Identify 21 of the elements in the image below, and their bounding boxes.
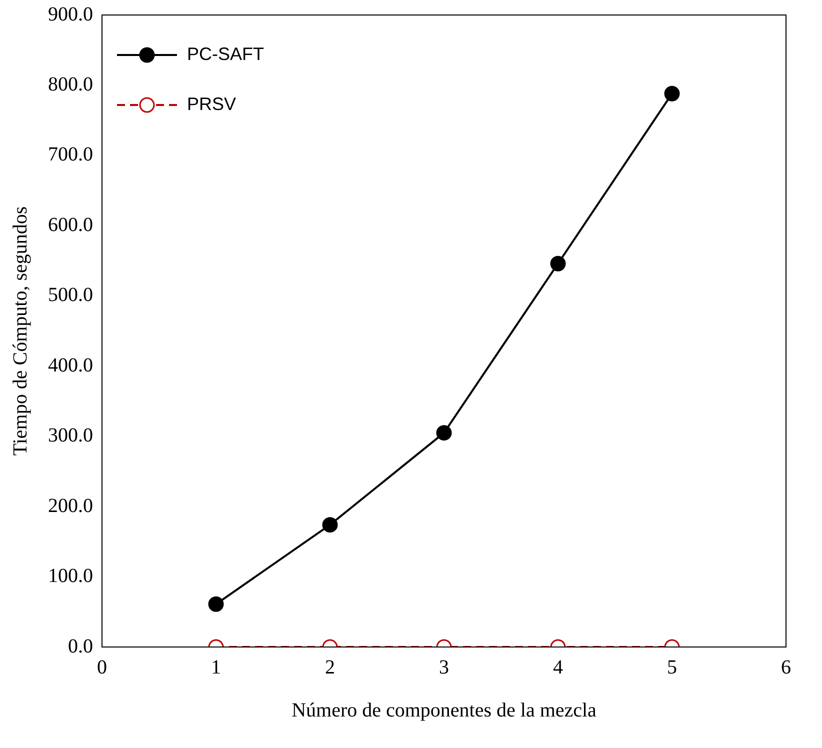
y-tick-label: 300.0 (48, 424, 93, 447)
y-tick-label: 200.0 (48, 494, 93, 517)
legend-label: PC-SAFT (187, 44, 264, 64)
legend-label: PRSV (187, 94, 236, 114)
y-tick-label: 500.0 (48, 284, 93, 306)
x-tick-label: 0 (97, 656, 107, 678)
x-axis-title: Número de componentes de la mezcla (292, 699, 597, 722)
x-tick-label: 5 (667, 656, 677, 678)
x-tick-label: 4 (553, 656, 563, 678)
y-tick-label: 100.0 (48, 565, 93, 588)
y-tick-label: 0.0 (68, 635, 93, 658)
y-tick-label: 800.0 (48, 73, 93, 96)
x-tick-label: 2 (325, 656, 335, 678)
y-tick-label: 700.0 (48, 144, 93, 166)
y-tick-label: 400.0 (48, 354, 93, 376)
y-tick-label: 900.0 (48, 3, 93, 26)
y-axis-title: Tiempo de Cómputo, segundos (9, 206, 32, 456)
x-tick-label: 3 (439, 656, 449, 678)
x-tick-label: 6 (781, 656, 791, 678)
x-tick-label: 1 (211, 656, 221, 678)
y-tick-label: 600.0 (48, 214, 93, 236)
